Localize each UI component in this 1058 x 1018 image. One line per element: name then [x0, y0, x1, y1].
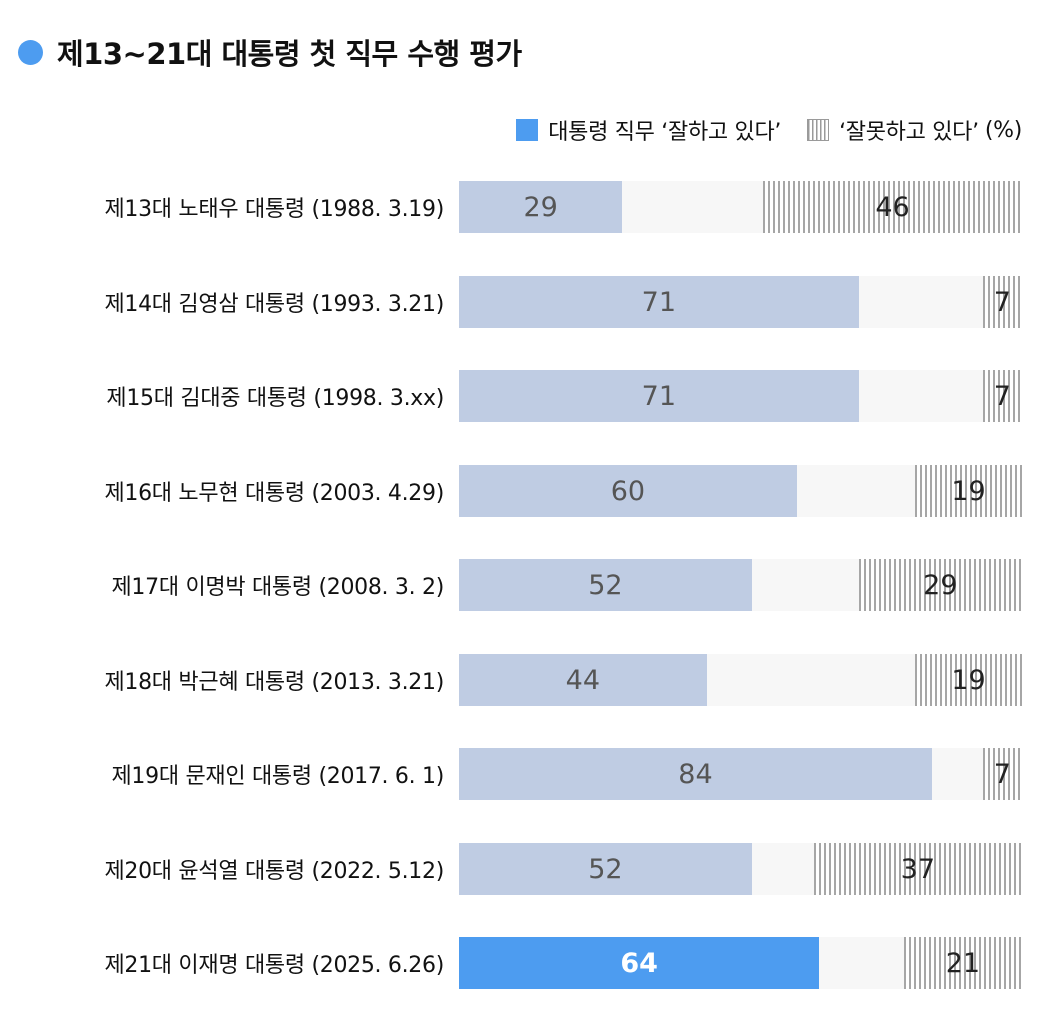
negative-value-label: 7: [993, 286, 1011, 318]
positive-value-label: 52: [588, 569, 623, 601]
category-label: 제17대 이명박 대통령 (2008. 3. 2): [111, 575, 444, 600]
positive-value-label: 60: [610, 475, 646, 507]
negative-bar: [858, 559, 1022, 611]
negative-bar: [903, 937, 1022, 989]
positive-value-label: 71: [641, 380, 677, 412]
bar-track: 29 46: [459, 181, 1022, 233]
positive-bar: [459, 559, 752, 611]
negative-value-label: 7: [993, 758, 1011, 790]
category-label: 제18대 박근혜 대통령 (2013. 3.21): [104, 670, 444, 695]
category-label: 제21대 이재명 대통령 (2025. 6.26): [104, 953, 444, 978]
chart-title: 제13~21대 대통령 첫 직무 수행 평가: [18, 30, 522, 74]
positive-bar: [459, 181, 623, 233]
negative-value-label: 37: [900, 853, 936, 885]
negative-bar: [982, 276, 1022, 328]
negative-value-label: 29: [923, 569, 958, 601]
bar-track: 52 29: [459, 559, 1022, 611]
legend-positive-swatch-icon: [516, 119, 539, 141]
positive-bar: [459, 370, 859, 422]
positive-bar: [459, 748, 932, 800]
bar-track: 64 21: [459, 937, 1022, 989]
negative-value-label: 46: [875, 191, 910, 223]
positive-bar: [459, 654, 707, 706]
bar-track: 71 7: [459, 370, 1022, 422]
category-label: 제19대 문재인 대통령 (2017. 6. 1): [111, 764, 444, 789]
negative-bar: [982, 748, 1022, 800]
positive-bar: [459, 937, 820, 989]
positive-value-label: 44: [565, 664, 601, 696]
legend-positive-label: 대통령 직무 ‘잘하고 있다’: [548, 120, 782, 145]
negative-value-label: 21: [945, 947, 981, 979]
positive-value-label: 71: [641, 286, 677, 318]
negative-bar: [982, 370, 1022, 422]
bar-track: 84 7: [459, 748, 1022, 800]
positive-value-label: 64: [620, 947, 658, 979]
bar-track: 60 19: [459, 465, 1022, 517]
title-bullet-icon: [18, 39, 43, 65]
category-label: 제20대 윤석열 대통령 (2022. 5.12): [104, 859, 444, 884]
negative-value-label: 19: [951, 664, 986, 696]
positive-value-label: 84: [678, 758, 713, 790]
legend-negative-swatch-icon: [807, 119, 830, 141]
negative-value-label: 19: [951, 475, 986, 507]
bar-track: 52 37: [459, 843, 1022, 895]
legend-negative-label: ‘잘못하고 있다’: [839, 120, 979, 145]
positive-value-label: 29: [523, 191, 558, 223]
category-label: 제16대 노무현 대통령 (2003. 4.29): [104, 481, 444, 506]
positive-value-label: 52: [588, 853, 623, 885]
category-label: 제13대 노태우 대통령 (1988. 3.19): [104, 197, 444, 222]
negative-bar: [915, 654, 1022, 706]
negative-value-label: 7: [993, 380, 1011, 412]
negative-bar: [915, 465, 1022, 517]
chart-title-text: 제13~21대 대통령 첫 직무 수행 평가: [57, 37, 522, 71]
positive-bar: [459, 276, 859, 328]
bar-track: 44 19: [459, 654, 1022, 706]
category-label: 제14대 김영삼 대통령 (1993. 3.21): [104, 292, 444, 317]
positive-bar: [459, 465, 797, 517]
legend-unit-label: (%): [984, 117, 1022, 143]
bar-track: 71 7: [459, 276, 1022, 328]
legend: 대통령 직무 ‘잘하고 있다’ ‘잘못하고 있다’ (%): [516, 114, 1022, 146]
positive-bar: [459, 843, 752, 895]
category-label: 제15대 김대중 대통령 (1998. 3.xx): [106, 386, 444, 411]
negative-bar: [813, 843, 1022, 895]
negative-bar: [763, 181, 1022, 233]
